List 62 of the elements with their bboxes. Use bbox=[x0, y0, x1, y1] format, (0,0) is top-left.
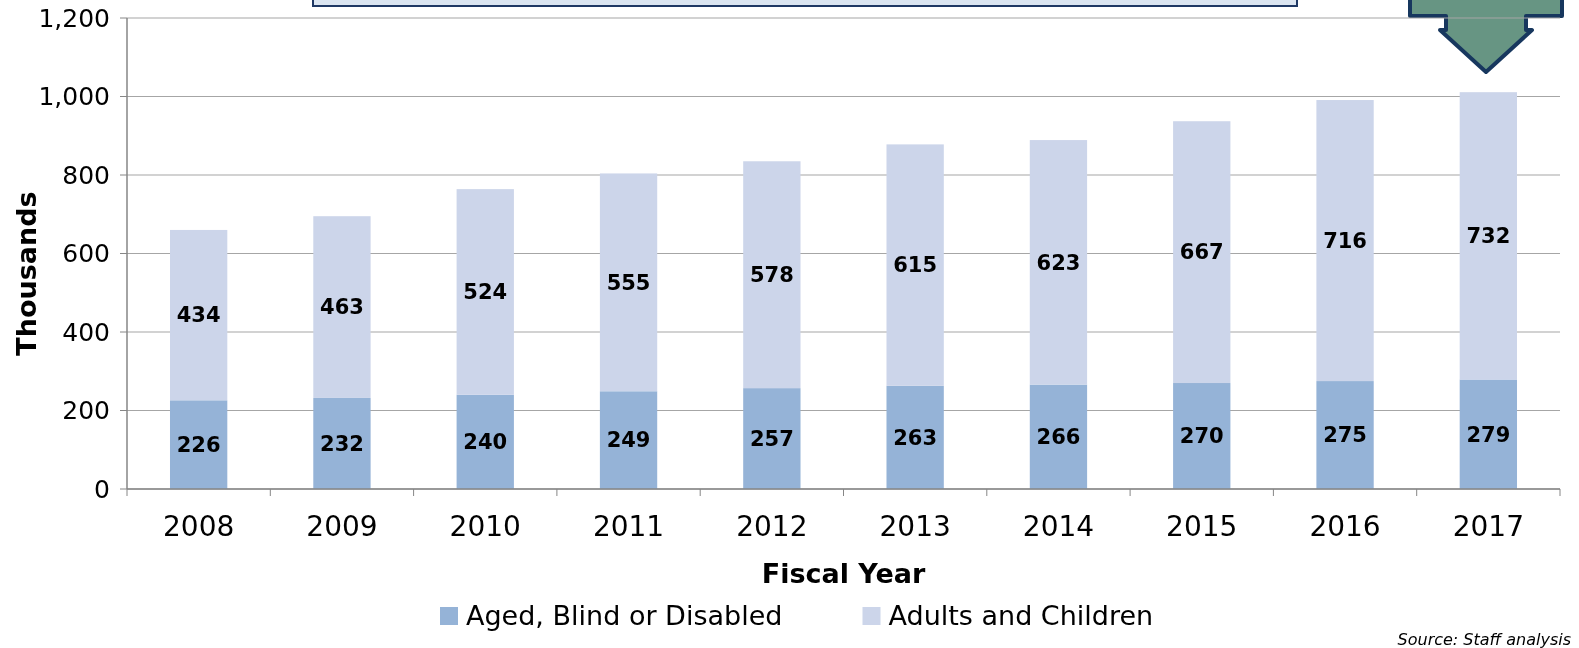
bar bbox=[743, 388, 801, 489]
data-label: 716 bbox=[1323, 228, 1367, 253]
bar bbox=[456, 189, 514, 395]
source-note: Source: Staff analysis bbox=[1397, 630, 1571, 648]
data-label: 249 bbox=[606, 428, 651, 453]
bar bbox=[1459, 379, 1518, 489]
bar bbox=[169, 229, 228, 401]
bar bbox=[1459, 92, 1518, 380]
x-tick-label: 2017 bbox=[1452, 510, 1524, 543]
bar bbox=[313, 397, 371, 489]
x-tick-label: 2008 bbox=[163, 510, 235, 543]
data-label: 732 bbox=[1466, 224, 1511, 249]
bar bbox=[169, 400, 228, 489]
bar bbox=[599, 391, 658, 489]
bar bbox=[313, 216, 371, 398]
data-label: 667 bbox=[1179, 240, 1224, 265]
y-tick-label: 200 bbox=[62, 396, 110, 426]
x-tick-label: 2009 bbox=[306, 510, 378, 543]
bar bbox=[743, 161, 801, 389]
y-tick-label: 400 bbox=[62, 317, 110, 347]
data-label: 257 bbox=[749, 426, 794, 451]
x-tick-label: 2015 bbox=[1166, 510, 1238, 543]
bar bbox=[1029, 384, 1088, 489]
data-label: 615 bbox=[893, 253, 938, 278]
bar bbox=[1173, 121, 1231, 384]
x-tick-label: 2014 bbox=[1022, 510, 1095, 543]
data-label: 266 bbox=[1036, 425, 1081, 450]
y-tick-label: 600 bbox=[62, 239, 110, 269]
bar bbox=[886, 144, 944, 386]
data-label: 524 bbox=[463, 280, 508, 305]
x-tick-label: 2010 bbox=[449, 510, 521, 543]
bar bbox=[1173, 383, 1231, 489]
y-tick-label: 0 bbox=[94, 474, 110, 504]
x-tick-label: 2012 bbox=[736, 510, 808, 543]
data-label: 232 bbox=[320, 431, 364, 456]
x-tick-label: 2011 bbox=[592, 510, 665, 543]
data-label: 263 bbox=[893, 425, 938, 450]
bar bbox=[886, 385, 944, 489]
data-label: 275 bbox=[1323, 423, 1367, 448]
x-tick-label: 2013 bbox=[879, 510, 951, 543]
bar bbox=[456, 394, 514, 489]
data-label: 578 bbox=[749, 263, 794, 288]
data-label: 270 bbox=[1179, 424, 1224, 449]
data-label: 463 bbox=[320, 295, 364, 320]
y-tick-label: 1,000 bbox=[38, 82, 110, 112]
x-axis-title: Fiscal Year bbox=[761, 558, 926, 589]
data-label: 623 bbox=[1036, 250, 1081, 275]
y-axis-title: Thousands bbox=[11, 191, 42, 356]
x-tick-label: 2016 bbox=[1309, 510, 1381, 543]
bar bbox=[599, 173, 658, 392]
data-label: 240 bbox=[463, 430, 508, 455]
data-label: 434 bbox=[176, 303, 221, 328]
data-label: 555 bbox=[606, 270, 651, 295]
bar bbox=[1316, 381, 1374, 489]
bar bbox=[1316, 100, 1374, 382]
data-label: 226 bbox=[176, 433, 221, 457]
legend-label: Aged, Blind or Disabled bbox=[466, 600, 783, 631]
y-tick-label: 1,200 bbox=[38, 3, 110, 33]
legend-label: Adults and Children bbox=[888, 600, 1154, 631]
y-tick-label: 800 bbox=[62, 160, 110, 190]
bar bbox=[1029, 140, 1088, 385]
data-label: 279 bbox=[1466, 422, 1511, 447]
